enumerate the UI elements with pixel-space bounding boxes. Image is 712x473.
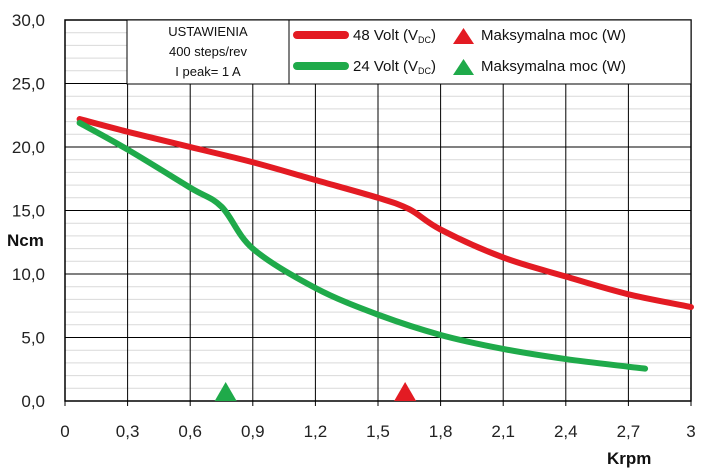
x-tick-label: 2,1 — [491, 422, 515, 441]
series-lines — [76, 116, 694, 372]
legend-triangle-24v — [453, 59, 474, 75]
y-tick-label: 20,0 — [12, 138, 45, 157]
x-tick-label: 0,6 — [178, 422, 202, 441]
x-axis-title: Krpm — [607, 449, 651, 468]
x-tick-label: 2,7 — [617, 422, 641, 441]
y-tick-label: 25,0 — [12, 75, 45, 94]
x-tick-label: 0,3 — [116, 422, 140, 441]
max-power-marker-0 — [394, 382, 417, 401]
y-tick-labels: 0,0 5,0 10,0 15,0 20,0 25,0 30,0 — [12, 11, 45, 411]
series-line-0 — [76, 116, 694, 311]
x-tick-label: 2,4 — [554, 422, 578, 441]
settings-peak: I peak= 1 A — [175, 64, 241, 79]
legend-frame — [288, 19, 692, 85]
legend-label-48v: 48 Volt (VDC) — [353, 27, 436, 45]
x-tick-label: 0,9 — [241, 422, 265, 441]
y-axis-title: Ncm — [7, 231, 44, 250]
max-power-markers — [214, 382, 417, 401]
settings-box-frame — [126, 19, 290, 85]
settings-steps: 400 steps/rev — [169, 44, 248, 59]
y-tick-label: 10,0 — [12, 265, 45, 284]
x-tick-label: 1,8 — [429, 422, 453, 441]
legend: 48 Volt (VDC) Maksymalna moc (W) 24 Volt… — [288, 19, 692, 85]
legend-label-24v: 24 Volt (VDC) — [353, 58, 436, 76]
x-tick-label: 0 — [60, 422, 69, 441]
y-tick-label: 0,0 — [21, 392, 45, 411]
max-power-marker-1 — [214, 382, 237, 401]
series-line-1 — [76, 119, 649, 372]
x-tick-label: 1,2 — [304, 422, 328, 441]
settings-box: USTAWIENIA 400 steps/rev I peak= 1 A — [126, 19, 290, 85]
x-tick-label: 3 — [686, 422, 695, 441]
y-tick-label: 30,0 — [12, 11, 45, 30]
legend-triangle-48v — [453, 28, 474, 44]
settings-title: USTAWIENIA — [168, 24, 248, 39]
y-tick-label: 15,0 — [12, 202, 45, 221]
x-tick-label: 1,5 — [366, 422, 390, 441]
y-tick-label: 5,0 — [21, 329, 45, 348]
x-tick-labels: 0 0,3 0,6 0,9 1,2 1,5 1,8 2,1 2,4 2,7 3 — [60, 422, 695, 441]
legend-maxpower-24v: Maksymalna moc (W) — [481, 58, 626, 75]
legend-maxpower-48v: Maksymalna moc (W) — [481, 27, 626, 44]
